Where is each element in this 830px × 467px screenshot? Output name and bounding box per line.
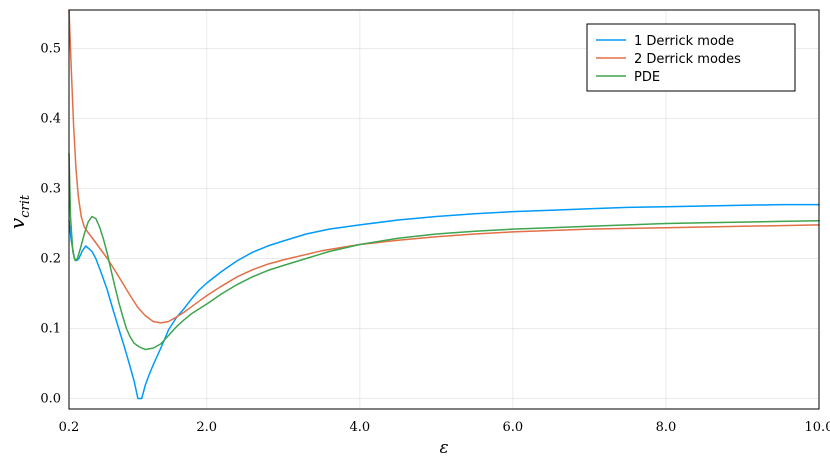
legend-label-series-2: 2 Derrick modes (634, 52, 741, 67)
y-tick-label: 0.0 (40, 392, 61, 407)
y-axis-label-main: v (5, 217, 29, 229)
x-tick-label: 8.0 (656, 420, 677, 435)
y-axis-label-subscript: crit (18, 194, 33, 218)
y-tick-labels: 0.0 0.1 0.2 0.3 0.4 0.5 (40, 42, 61, 407)
series-layer (68, 9, 820, 400)
x-tick-label: 6.0 (503, 420, 524, 435)
y-tick-label: 0.5 (40, 42, 61, 57)
x-tick-label: 0.2 (59, 420, 80, 435)
legend: 1 Derrick mode 2 Derrick modes PDE (586, 23, 796, 92)
y-tick-label: 0.3 (40, 182, 61, 197)
series-line-1 (68, 203, 820, 400)
legend-label-series-1: 1 Derrick mode (634, 34, 734, 49)
x-tick-label: 4.0 (349, 420, 370, 435)
series-line-3 (68, 152, 820, 351)
y-tick-label: 0.1 (40, 322, 61, 337)
x-tick-label: 10.0 (805, 420, 830, 435)
plot-frame (68, 9, 820, 410)
y-tick-label: 0.2 (40, 252, 61, 267)
x-axis-label: ε (439, 438, 448, 458)
x-tick-label: 2.0 (196, 420, 217, 435)
series-line-2 (68, 9, 820, 324)
legend-label-series-3: PDE (634, 70, 660, 85)
y-axis-label: vcrit (5, 194, 33, 229)
x-tick-labels: 0.2 2.0 4.0 6.0 8.0 10.0 (59, 420, 830, 435)
y-tick-label: 0.4 (40, 112, 61, 127)
